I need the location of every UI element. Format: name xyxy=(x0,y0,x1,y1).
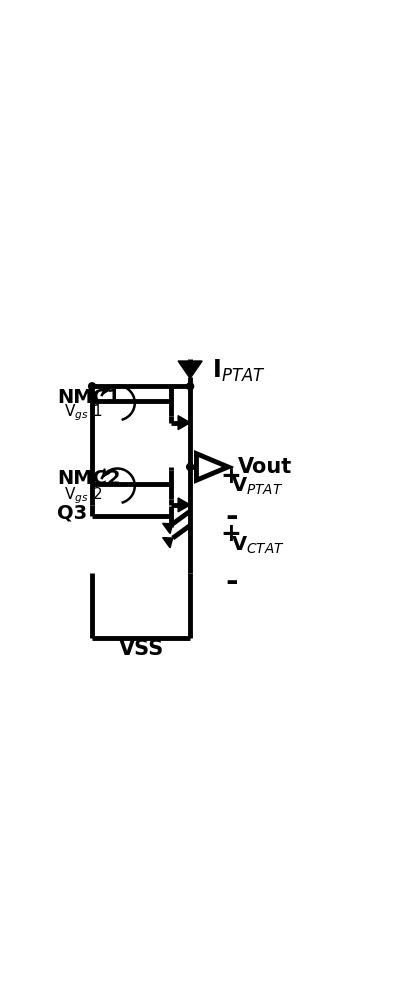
Text: V$_{gs}$ 2: V$_{gs}$ 2 xyxy=(64,486,102,506)
Text: VSS: VSS xyxy=(118,639,164,659)
Text: V$_{PTAT}$: V$_{PTAT}$ xyxy=(231,475,284,497)
Polygon shape xyxy=(178,361,202,378)
Text: +: + xyxy=(221,464,242,488)
Text: V$_{CTAT}$: V$_{CTAT}$ xyxy=(231,534,285,556)
Circle shape xyxy=(89,383,95,389)
Circle shape xyxy=(186,464,194,471)
Text: -: - xyxy=(225,568,237,598)
Text: +: + xyxy=(221,522,242,546)
Polygon shape xyxy=(197,454,228,480)
Text: -: - xyxy=(225,503,237,532)
Text: Vout: Vout xyxy=(237,457,292,477)
Text: NMC1: NMC1 xyxy=(57,388,121,406)
Circle shape xyxy=(186,383,194,389)
Polygon shape xyxy=(163,537,173,548)
Text: Q3: Q3 xyxy=(57,503,87,522)
Polygon shape xyxy=(163,523,173,533)
Text: V$_{gs}$ 1: V$_{gs}$ 1 xyxy=(64,402,102,424)
Text: NMC2: NMC2 xyxy=(57,469,121,488)
Polygon shape xyxy=(178,415,190,430)
Polygon shape xyxy=(178,498,190,512)
Text: I$_{PTAT}$: I$_{PTAT}$ xyxy=(212,358,266,384)
